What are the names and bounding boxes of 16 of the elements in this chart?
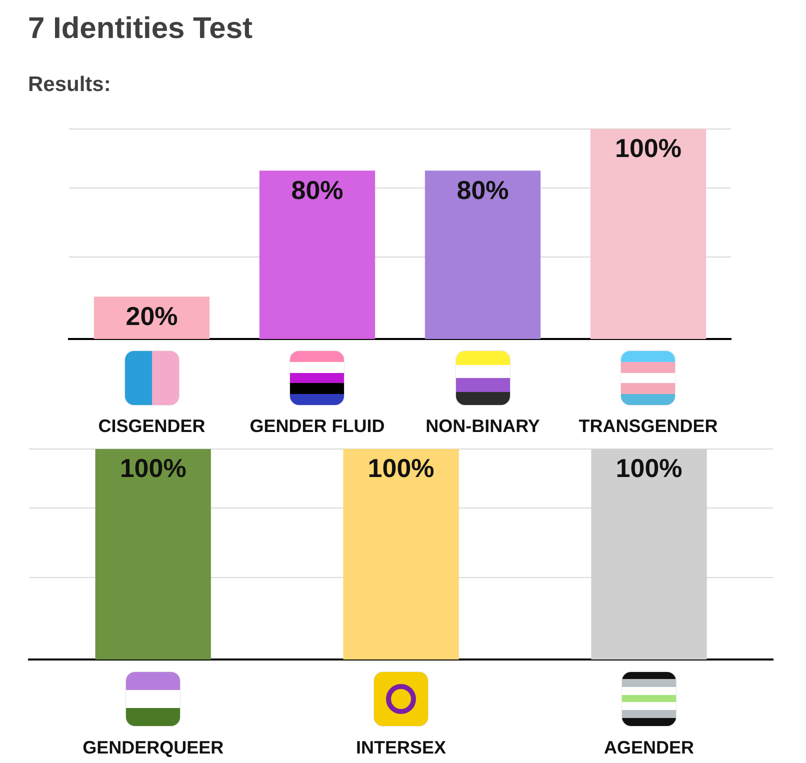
chart-title: 7 Identities Test: [28, 12, 253, 45]
data-label: 20%: [126, 301, 178, 332]
data-label: 100%: [120, 453, 186, 484]
data-label: 80%: [291, 175, 344, 206]
x-tick-label: CISGENDER: [98, 416, 206, 436]
x-tick-label: GENDERQUEER: [82, 737, 224, 758]
x-tick-label: GENDER FLUID: [250, 416, 385, 436]
data-label: 80%: [456, 175, 509, 206]
data-label: 100%: [615, 133, 682, 164]
x-tick-label: TRANSGENDER: [578, 416, 718, 436]
data-label: 100%: [616, 453, 682, 484]
x-tick-label: AGENDER: [604, 737, 694, 758]
chart-subtitle: Results:: [28, 73, 111, 96]
x-tick-label: NON-BINARY: [426, 416, 540, 436]
data-label: 100%: [368, 453, 434, 484]
x-tick-label: INTERSEX: [356, 737, 446, 758]
